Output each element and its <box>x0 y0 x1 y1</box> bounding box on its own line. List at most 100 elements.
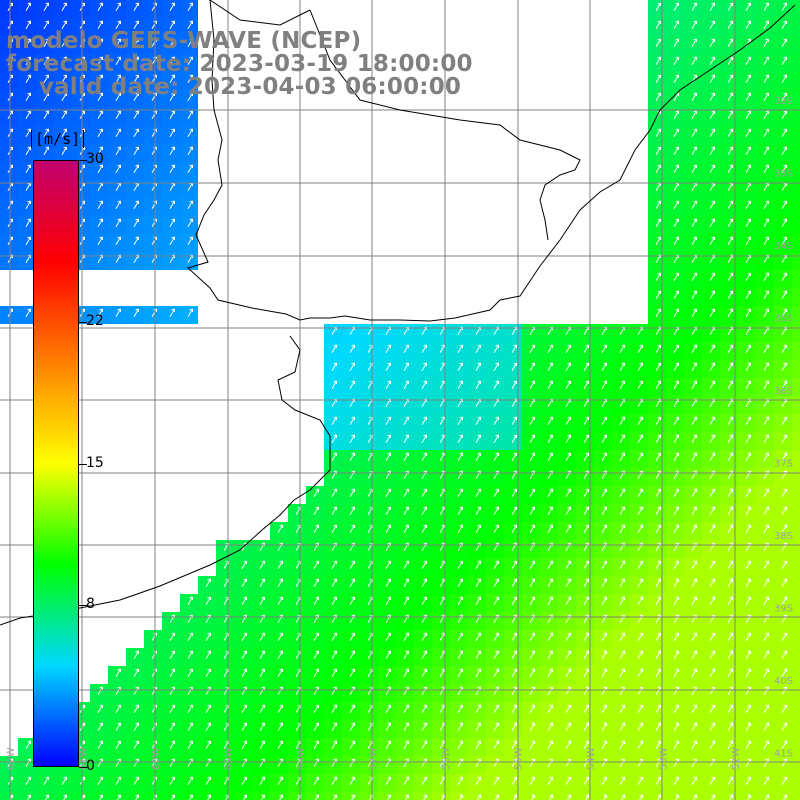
wind-arrow <box>745 668 751 677</box>
wind-arrow <box>781 164 787 173</box>
wind-arrow <box>421 686 427 695</box>
wind-arrow <box>133 686 139 695</box>
wind-arrow <box>781 20 787 29</box>
wind-arrow <box>511 344 517 353</box>
wind-arrow <box>457 704 463 713</box>
wind-cell <box>0 792 18 800</box>
wind-arrow <box>583 740 589 749</box>
wind-arrow <box>709 704 715 713</box>
latitude-label: 39S <box>774 604 793 615</box>
wind-arrow <box>493 686 499 695</box>
wind-arrow <box>331 686 337 695</box>
wind-arrow <box>403 380 409 389</box>
wind-arrow <box>673 740 679 749</box>
wind-arrow <box>189 794 193 800</box>
wind-arrow <box>241 704 247 713</box>
wind-arrow <box>763 272 769 281</box>
wind-arrow <box>457 506 463 515</box>
wind-arrow <box>63 794 67 800</box>
wind-arrow <box>547 596 553 605</box>
wind-arrow <box>745 308 751 317</box>
wind-arrow <box>187 740 193 749</box>
wind-arrow <box>493 668 499 677</box>
wind-arrow <box>457 578 463 587</box>
wind-arrow <box>259 560 265 569</box>
wind-arrow <box>727 452 733 461</box>
wind-arrow <box>547 488 553 497</box>
wind-arrow <box>349 632 355 641</box>
wind-arrow <box>421 722 427 731</box>
wind-arrow <box>601 668 607 677</box>
wind-arrow <box>169 650 175 659</box>
wind-arrow <box>421 596 427 605</box>
wind-arrow <box>349 668 355 677</box>
wind-arrow <box>115 236 121 245</box>
wind-arrow <box>727 578 733 587</box>
wind-arrow <box>241 668 247 677</box>
wind-arrow <box>655 380 661 389</box>
wind-arrow <box>583 578 589 587</box>
wind-arrow <box>331 704 337 713</box>
wind-cell <box>792 432 800 450</box>
wind-arrow <box>547 686 553 695</box>
wind-arrow <box>655 290 661 299</box>
wind-arrow <box>745 578 751 587</box>
wind-arrow <box>403 632 409 641</box>
wind-arrow <box>729 794 733 800</box>
wind-arrow <box>277 722 283 731</box>
wind-arrow <box>565 380 571 389</box>
wind-arrow <box>313 560 319 569</box>
wind-arrow <box>475 632 481 641</box>
wind-arrow <box>655 38 661 47</box>
wind-arrow <box>745 596 751 605</box>
wind-arrow <box>169 218 175 227</box>
wind-arrow <box>387 794 391 800</box>
wind-arrow <box>205 632 211 641</box>
wind-arrow <box>475 344 481 353</box>
longitude-label: 55W <box>514 747 525 770</box>
wind-cell <box>90 792 108 800</box>
colorbar-tick-label: 15 <box>86 454 104 471</box>
wind-arrow <box>331 434 337 443</box>
wind-arrow <box>655 578 661 587</box>
wind-arrow <box>133 74 139 83</box>
wind-arrow <box>763 128 769 137</box>
wind-arrow <box>583 650 589 659</box>
wind-cell <box>792 0 800 18</box>
wind-arrow <box>709 272 715 281</box>
wind-arrow <box>583 380 589 389</box>
wind-arrow <box>115 668 121 677</box>
wind-arrow <box>259 740 265 749</box>
wind-arrow <box>603 794 607 800</box>
wind-arrow <box>781 488 787 497</box>
wind-arrow <box>619 362 625 371</box>
wind-arrow <box>313 506 319 515</box>
wind-cell <box>666 792 684 800</box>
wind-arrow <box>673 668 679 677</box>
wind-arrow <box>781 506 787 515</box>
wind-arrow <box>763 776 769 785</box>
wind-arrow <box>691 578 697 587</box>
wind-arrow <box>187 596 193 605</box>
wind-arrow <box>727 200 733 209</box>
wind-arrow <box>171 794 175 800</box>
wind-arrow <box>99 794 103 800</box>
wind-arrow <box>655 128 661 137</box>
wind-arrow <box>135 794 139 800</box>
wind-arrow <box>511 704 517 713</box>
wind-arrow <box>709 686 715 695</box>
wind-arrow <box>133 650 139 659</box>
wind-arrow <box>205 686 211 695</box>
wind-arrow <box>763 560 769 569</box>
wind-arrow <box>25 2 31 11</box>
wind-arrow <box>331 452 337 461</box>
wind-cell <box>774 792 792 800</box>
wind-cell <box>396 792 414 800</box>
wind-arrow <box>601 758 607 767</box>
wind-arrow <box>97 74 103 83</box>
wind-arrow <box>169 2 175 11</box>
wind-arrow <box>601 650 607 659</box>
wind-arrow <box>97 56 103 65</box>
wind-arrow <box>315 794 319 800</box>
wind-arrow <box>169 704 175 713</box>
